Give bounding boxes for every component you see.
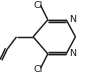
Text: N: N — [69, 15, 76, 24]
Text: N: N — [69, 49, 76, 58]
Text: Cl: Cl — [33, 1, 42, 10]
Text: Cl: Cl — [33, 65, 42, 74]
